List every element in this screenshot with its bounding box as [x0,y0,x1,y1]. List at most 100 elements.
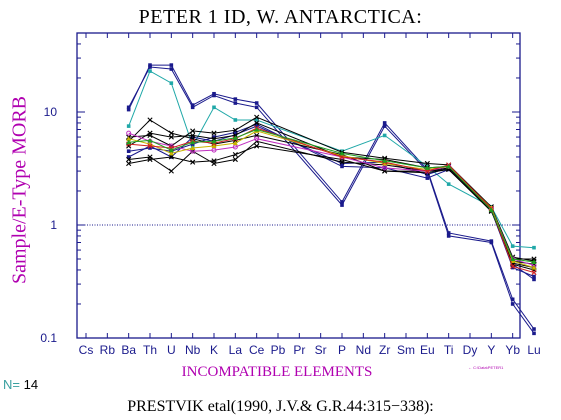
chart-title: PETER 1 ID, W. ANTARCTICA: [138,6,423,28]
data-point [126,149,131,153]
series-line [128,128,535,263]
data-point [126,124,131,128]
data-point [510,263,516,270]
data-point [211,158,217,164]
data-point [168,147,174,153]
x-tick-label: U [167,343,176,357]
series [126,128,537,270]
data-point [382,158,388,163]
data-point [148,146,152,150]
data-point [339,154,345,160]
data-point [532,327,536,331]
series-line [128,66,535,334]
y-tick-label: 0.1 [40,331,57,345]
data-point [190,103,195,107]
data-point [168,154,174,160]
data-point [168,150,174,156]
data-point [425,176,430,180]
data-point [126,155,131,159]
data-point [147,156,153,163]
data-point [233,101,238,105]
series-line [128,119,534,260]
data-point [254,136,260,142]
data-point [190,145,196,151]
series [126,63,536,331]
data-point [446,234,451,238]
series-line [128,140,535,269]
data-point [510,244,515,248]
data-point [340,161,344,166]
x-tick-label: Dy [463,343,478,357]
x-tick-label: Ti [444,343,454,357]
x-tick-label: Ce [249,343,265,357]
sample-count: N= 14 [3,377,38,392]
data-point [126,156,132,163]
y-ticks: 0.1 1 10 [40,32,520,345]
data-point [126,130,132,136]
data-point [489,239,494,243]
plot-frame [76,32,521,339]
data-point [190,139,196,145]
data-point [190,105,195,110]
series [126,143,537,273]
x-tick-label: K [210,343,218,357]
data-point [169,81,174,85]
x-tick-label: Zr [379,343,390,357]
data-point [169,67,174,71]
reference-citation: PRESTVIK etal(1990, J.V.& G.R.44:315−338… [127,398,434,415]
series [126,122,536,279]
data-point [340,164,344,169]
x-tick-label: Ba [121,343,136,357]
data-point [254,124,259,128]
x-tick-label: Y [487,343,495,357]
series-line [128,116,535,262]
data-point [254,114,260,120]
x-tick-label: Yb [505,343,520,357]
x-tick-label: Sr [315,343,327,357]
x-tick-label: Sm [397,343,415,357]
data-point [382,155,388,161]
data-point [232,140,238,146]
data-point [233,130,238,135]
data-point [169,63,174,67]
data-point [532,331,536,336]
data-point [126,136,132,141]
data-point [212,91,216,96]
x-tick-label: Lu [527,343,540,357]
data-point [232,135,238,140]
data-point [233,132,238,137]
data-point [232,156,238,163]
data-point [254,101,259,105]
data-point [211,143,217,149]
x-tick-label: Nb [185,343,201,357]
data-point [488,207,494,212]
data-point [424,165,430,170]
series-line [128,127,535,273]
x-axis-label: INCOMPATIBLE ELEMENTS [181,364,373,380]
data-point [424,160,430,167]
data-point [232,127,238,133]
data-point [147,132,153,139]
data-point [254,105,259,110]
data-point [382,165,388,171]
x-tick-label: Cs [79,343,94,357]
data-point [531,269,537,276]
data-point [232,151,238,158]
data-point [211,130,217,136]
data-point [254,143,260,149]
data-point [148,69,152,73]
data-point [254,126,260,132]
data-point [211,147,217,153]
data-point [254,118,259,122]
data-point [168,130,174,136]
data-point [126,105,131,110]
data-point [532,277,536,282]
sample-count-value: 14 [23,377,39,392]
series-layer [126,63,537,336]
file-tag: ← C:\Data\PETER1 [468,365,504,370]
data-point [126,160,132,167]
x-tick-label: Nd [356,343,371,357]
data-point [532,245,536,250]
x-tick-label: Pb [271,343,286,357]
data-point [147,117,153,123]
